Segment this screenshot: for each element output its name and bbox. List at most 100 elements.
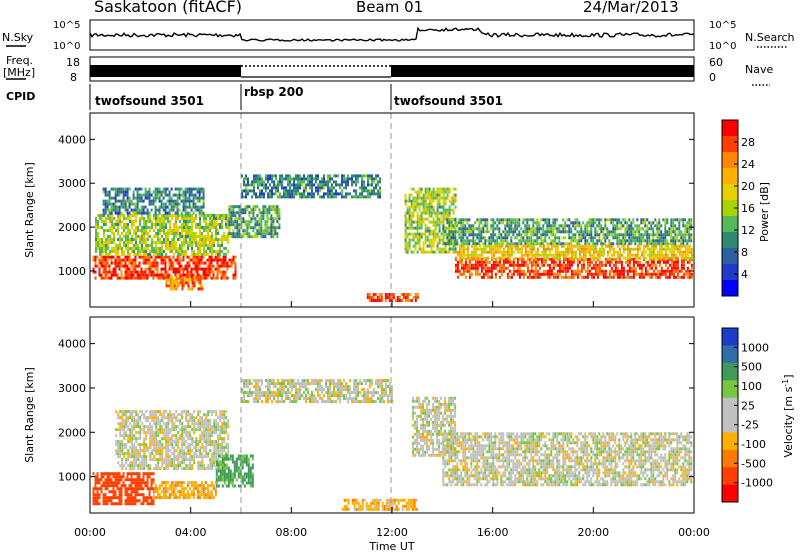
velocity-colorbar-cell-4: [722, 397, 738, 416]
power-band-7: [404, 187, 457, 254]
power-ytick-0: 1000: [58, 265, 86, 278]
velocity-colorbar-cell-7: [722, 449, 738, 468]
freq-strip: Freq. [MHz] 18 8 60 0 Nave: [3, 54, 773, 86]
freq-tick-bottom: 8: [70, 71, 77, 84]
time-xtick-1: 04:00: [175, 526, 207, 539]
time-xlabel: Time UT: [368, 540, 414, 553]
power-band-5: [241, 174, 381, 199]
power-colorbar-label: Power [dB]: [758, 182, 771, 242]
velocity-data: [92, 379, 693, 511]
velocity-band-1: [115, 410, 230, 471]
time-xtick-5: 20:00: [577, 526, 609, 539]
velocity-colorbar-tick-3: 25: [741, 399, 755, 412]
velocity-colorbar-cell-0: [722, 328, 738, 346]
time-xtick-6: 00:00: [678, 526, 710, 539]
velocity-ylabel: Slant Range [km]: [23, 367, 36, 463]
freq-label: Freq.: [6, 54, 33, 67]
power-colorbar-cell-0: [722, 120, 738, 137]
power-band-0: [92, 255, 237, 280]
power-band-3: [165, 275, 204, 291]
power-colorbar-tick-2: 20: [741, 180, 755, 193]
power-band-10: [454, 244, 693, 260]
power-ytick-2: 3000: [58, 177, 86, 190]
nsearch-label: N.Search: [745, 31, 795, 44]
nave-tick-top: 60: [709, 56, 723, 69]
power-colorbar-cell-9: [722, 264, 738, 281]
nsky-strip: N.Sky 10^5 10^0 10^5 10^0 N.Search: [2, 19, 795, 52]
power-band-6: [366, 293, 419, 302]
power-colorbar-cell-1: [722, 136, 738, 153]
velocity-colorbar-cell-3: [722, 380, 738, 399]
velocity-panel: 1000 2000 3000 4000 00:00 04:00 08:00 12:00 16:…: [23, 301, 795, 553]
nsearch-tick-top: 10^5: [709, 20, 736, 31]
power-colorbar-cell-2: [722, 152, 738, 169]
freq-tick-top: 18: [66, 56, 80, 69]
nsky-trace: [89, 26, 695, 42]
nsky-tick-top: 10^5: [53, 20, 80, 31]
nsky-tick-bottom: 10^0: [53, 41, 80, 52]
power-colorbar-cell-5: [722, 200, 738, 217]
power-band-9: [454, 257, 693, 279]
velocity-colorbar-cell-5: [722, 415, 738, 433]
power-colorbar-tick-6: 4: [741, 268, 748, 281]
power-colorbar-cell-6: [722, 216, 738, 233]
velocity-ytick-3: 4000: [58, 338, 86, 351]
power-colorbar-tick-3: 16: [741, 202, 755, 215]
nave-label: Nave: [745, 63, 773, 76]
power-colorbar-cell-8: [722, 248, 738, 265]
power-band-1: [95, 214, 229, 256]
power-band-4: [228, 205, 281, 239]
nave-tick-bottom: 0: [709, 71, 716, 84]
power-colorbar-cell-3: [722, 168, 738, 185]
station-title: Saskatoon (fitACF): [94, 0, 243, 16]
velocity-band-0: [92, 472, 155, 506]
velocity-colorbar-tick-5: -100: [741, 438, 766, 451]
time-xtick-0: 00:00: [74, 526, 106, 539]
velocity-band-2: [152, 481, 217, 500]
power-colorbar-cell-4: [722, 184, 738, 201]
velocity-band-4: [241, 379, 393, 404]
power-panel: 1000 2000 3000 4000 Slant Range [km] 28 24 20…: [23, 112, 771, 308]
power-colorbar-tick-1: 24: [741, 158, 755, 171]
velocity-colorbar: 1000 500 100 25 -25 -100 -500 -1000: [721, 327, 773, 503]
power-band-2: [102, 187, 205, 215]
power-colorbar-tick-4: 12: [741, 224, 755, 237]
date-title: 24/Mar/2013: [583, 0, 679, 16]
cpid-strip: CPID twofsound 3501 rbsp 200 twofsound 3…: [6, 84, 503, 110]
time-xtick-4: 16:00: [477, 526, 509, 539]
power-colorbar-tick-0: 28: [741, 136, 755, 149]
freq-bar-1: [90, 65, 241, 77]
time-xtick-2: 08:00: [275, 526, 307, 539]
velocity-ytick-1: 2000: [58, 426, 86, 439]
velocity-colorbar-tick-2: 100: [741, 380, 762, 393]
velocity-colorbar-label: Velocity [m s-1]: [781, 374, 795, 457]
velocity-colorbar-tick-0: 1000: [741, 341, 769, 354]
cpid-segment-1: twofsound 3501: [95, 94, 204, 108]
cpid-label: CPID: [6, 90, 35, 103]
freq-bar-2: [391, 65, 694, 77]
beam-title: Beam 01: [356, 0, 424, 16]
power-colorbar-cell-7: [722, 232, 738, 249]
cpid-segment-3: twofsound 3501: [394, 94, 503, 108]
velocity-band-3: [215, 454, 254, 488]
velocity-colorbar-cell-6: [722, 432, 738, 451]
cpid-segment-2: rbsp 200: [244, 85, 303, 99]
velocity-band-7: [442, 432, 693, 487]
power-colorbar: 28 24 20 16 12 8 4: [721, 119, 755, 297]
power-data: [92, 174, 693, 302]
velocity-ytick-2: 3000: [58, 382, 86, 395]
velocity-colorbar-tick-7: -1000: [741, 477, 773, 490]
velocity-ytick-0: 1000: [58, 471, 86, 484]
power-colorbar-cell-10: [722, 280, 738, 297]
velocity-colorbar-cell-2: [722, 362, 738, 381]
power-band-8: [442, 218, 693, 246]
velocity-colorbar-tick-1: 500: [741, 361, 762, 374]
nsearch-tick-bottom: 10^0: [709, 41, 736, 52]
nsky-label: N.Sky: [2, 31, 34, 44]
power-ytick-1: 2000: [58, 221, 86, 234]
velocity-colorbar-tick-4: -25: [741, 419, 759, 432]
velocity-colorbar-cell-9: [722, 484, 738, 503]
velocity-colorbar-cell-8: [722, 467, 738, 486]
power-ylabel: Slant Range [km]: [23, 162, 36, 258]
